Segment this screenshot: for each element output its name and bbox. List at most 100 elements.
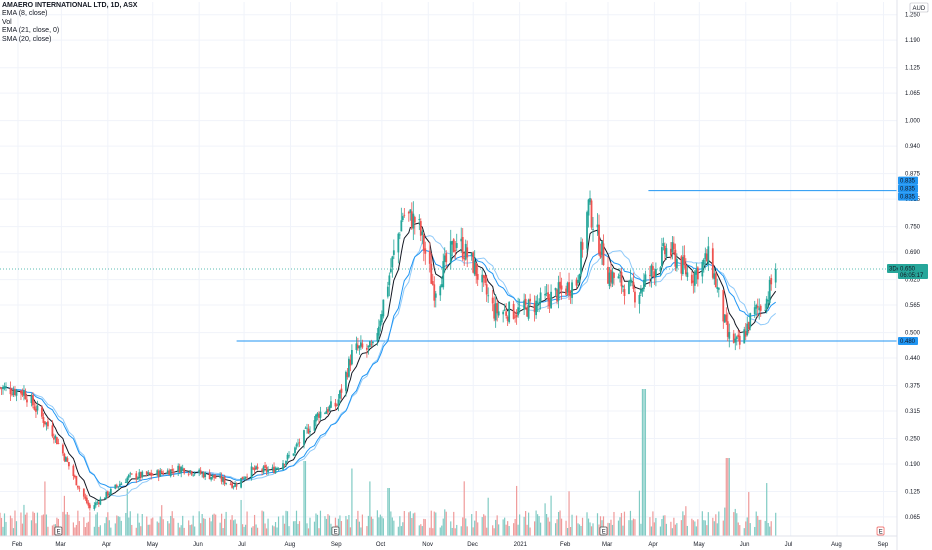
- candle-body: [768, 279, 771, 303]
- candle-body: [53, 437, 55, 440]
- candle-body: [512, 303, 515, 319]
- candle-body: [738, 335, 741, 345]
- volume-bar: [267, 518, 269, 536]
- volume-bar: [330, 523, 332, 536]
- candle-body: [640, 289, 642, 294]
- volume-bar: [718, 511, 720, 536]
- candle-body: [547, 292, 549, 300]
- volume-bar: [168, 523, 170, 536]
- volume-bar: [5, 521, 7, 536]
- candle-body: [496, 303, 499, 314]
- volume-bar: [589, 522, 591, 536]
- volume-bar: [45, 514, 48, 536]
- candle-body: [42, 417, 45, 423]
- volume-bar: [403, 511, 405, 536]
- indicator-ema8[interactable]: EMA (8, close): [2, 10, 48, 18]
- volume-bar: [486, 527, 488, 536]
- candle-body: [327, 409, 329, 413]
- candle-body: [767, 299, 770, 302]
- earnings-marker[interactable]: [54, 526, 63, 536]
- volume-bar: [0, 512, 1, 536]
- volume-bar: [15, 521, 18, 536]
- volume-bar: [346, 519, 349, 536]
- price-tick-label: 0.375: [905, 384, 921, 390]
- symbol-title[interactable]: AMAERO INTERNATIONAL LTD, 1D, ASX: [2, 2, 138, 9]
- candle-body: [199, 470, 202, 474]
- indicator-ema21[interactable]: EMA (21, close, 0): [2, 27, 60, 35]
- candle-body: [502, 311, 505, 315]
- earnings-marker[interactable]: [331, 526, 340, 536]
- candle-body: [368, 341, 371, 348]
- candle-body: [365, 347, 368, 350]
- volume-bar: [481, 517, 483, 536]
- volume-bar: [89, 511, 91, 536]
- volume-bar: [83, 517, 85, 536]
- candle-body: [419, 221, 422, 236]
- candle-body: [674, 249, 677, 267]
- price-tick-label: 0.690: [905, 250, 921, 256]
- volume-bar: [451, 527, 453, 536]
- candle-body: [73, 475, 76, 478]
- candle-body: [755, 304, 758, 309]
- volume-bar: [568, 491, 570, 536]
- price-tick-label: 1.000: [905, 119, 921, 125]
- volume-bar: [108, 520, 110, 536]
- candle-body: [644, 274, 647, 283]
- volume-bar: [96, 512, 98, 536]
- volume-bar: [360, 527, 362, 536]
- currency-badge[interactable]: [909, 2, 929, 13]
- volume-bar: [691, 518, 693, 536]
- candle-body: [690, 274, 693, 284]
- price-tick-label: 0.315: [905, 409, 921, 415]
- candle-body: [753, 307, 756, 315]
- volume-bar: [30, 520, 33, 536]
- earnings-marker[interactable]: [876, 526, 885, 536]
- candle-body: [324, 412, 326, 414]
- volume-bar: [376, 510, 378, 536]
- volume-bar: [297, 523, 299, 536]
- candle-body: [244, 476, 247, 479]
- ema8-line: [0, 222, 777, 502]
- volume-bar: [715, 514, 717, 536]
- time-tick-label: Sep: [331, 542, 342, 548]
- candle-body: [758, 307, 761, 311]
- candle-body: [620, 271, 623, 287]
- volume-bar: [66, 512, 68, 536]
- volume-bar: [586, 512, 588, 536]
- candle-body: [334, 402, 337, 407]
- volume-bar: [632, 518, 635, 536]
- candle-body: [634, 291, 636, 303]
- symbol-tag: 3DA: [889, 267, 901, 273]
- candle-body: [24, 391, 27, 400]
- volume-bar: [12, 528, 15, 536]
- volume-bar: [432, 528, 434, 536]
- candle-body: [696, 267, 699, 280]
- indicator-volume[interactable]: Vol: [2, 18, 12, 26]
- indicator-sma20[interactable]: SMA (20, close): [2, 35, 52, 43]
- candle-body: [756, 305, 759, 308]
- volume-bar: [262, 511, 265, 536]
- volume-bar: [161, 505, 163, 536]
- candle-body: [662, 243, 665, 247]
- candle-body: [608, 272, 611, 287]
- volume-bar: [504, 517, 506, 536]
- candle-body: [51, 425, 54, 437]
- volume-bar: [20, 512, 22, 536]
- candle-body: [336, 404, 338, 406]
- time-tick-label: Jul: [238, 542, 246, 548]
- candle-body: [601, 241, 603, 255]
- candle-body: [345, 371, 347, 391]
- volume-bar: [32, 511, 34, 536]
- time-tick-label: Feb: [12, 542, 23, 548]
- volume-bar: [703, 520, 705, 536]
- volume-bar: [125, 512, 127, 536]
- candle-body: [726, 321, 729, 337]
- volume-bar: [724, 507, 726, 536]
- candle-body: [88, 504, 91, 509]
- volume-bar: [288, 526, 290, 536]
- candle-body: [641, 289, 644, 292]
- volume-bar: [36, 512, 39, 536]
- earnings-marker[interactable]: [599, 526, 608, 536]
- time-tick-label: Aug: [285, 542, 296, 548]
